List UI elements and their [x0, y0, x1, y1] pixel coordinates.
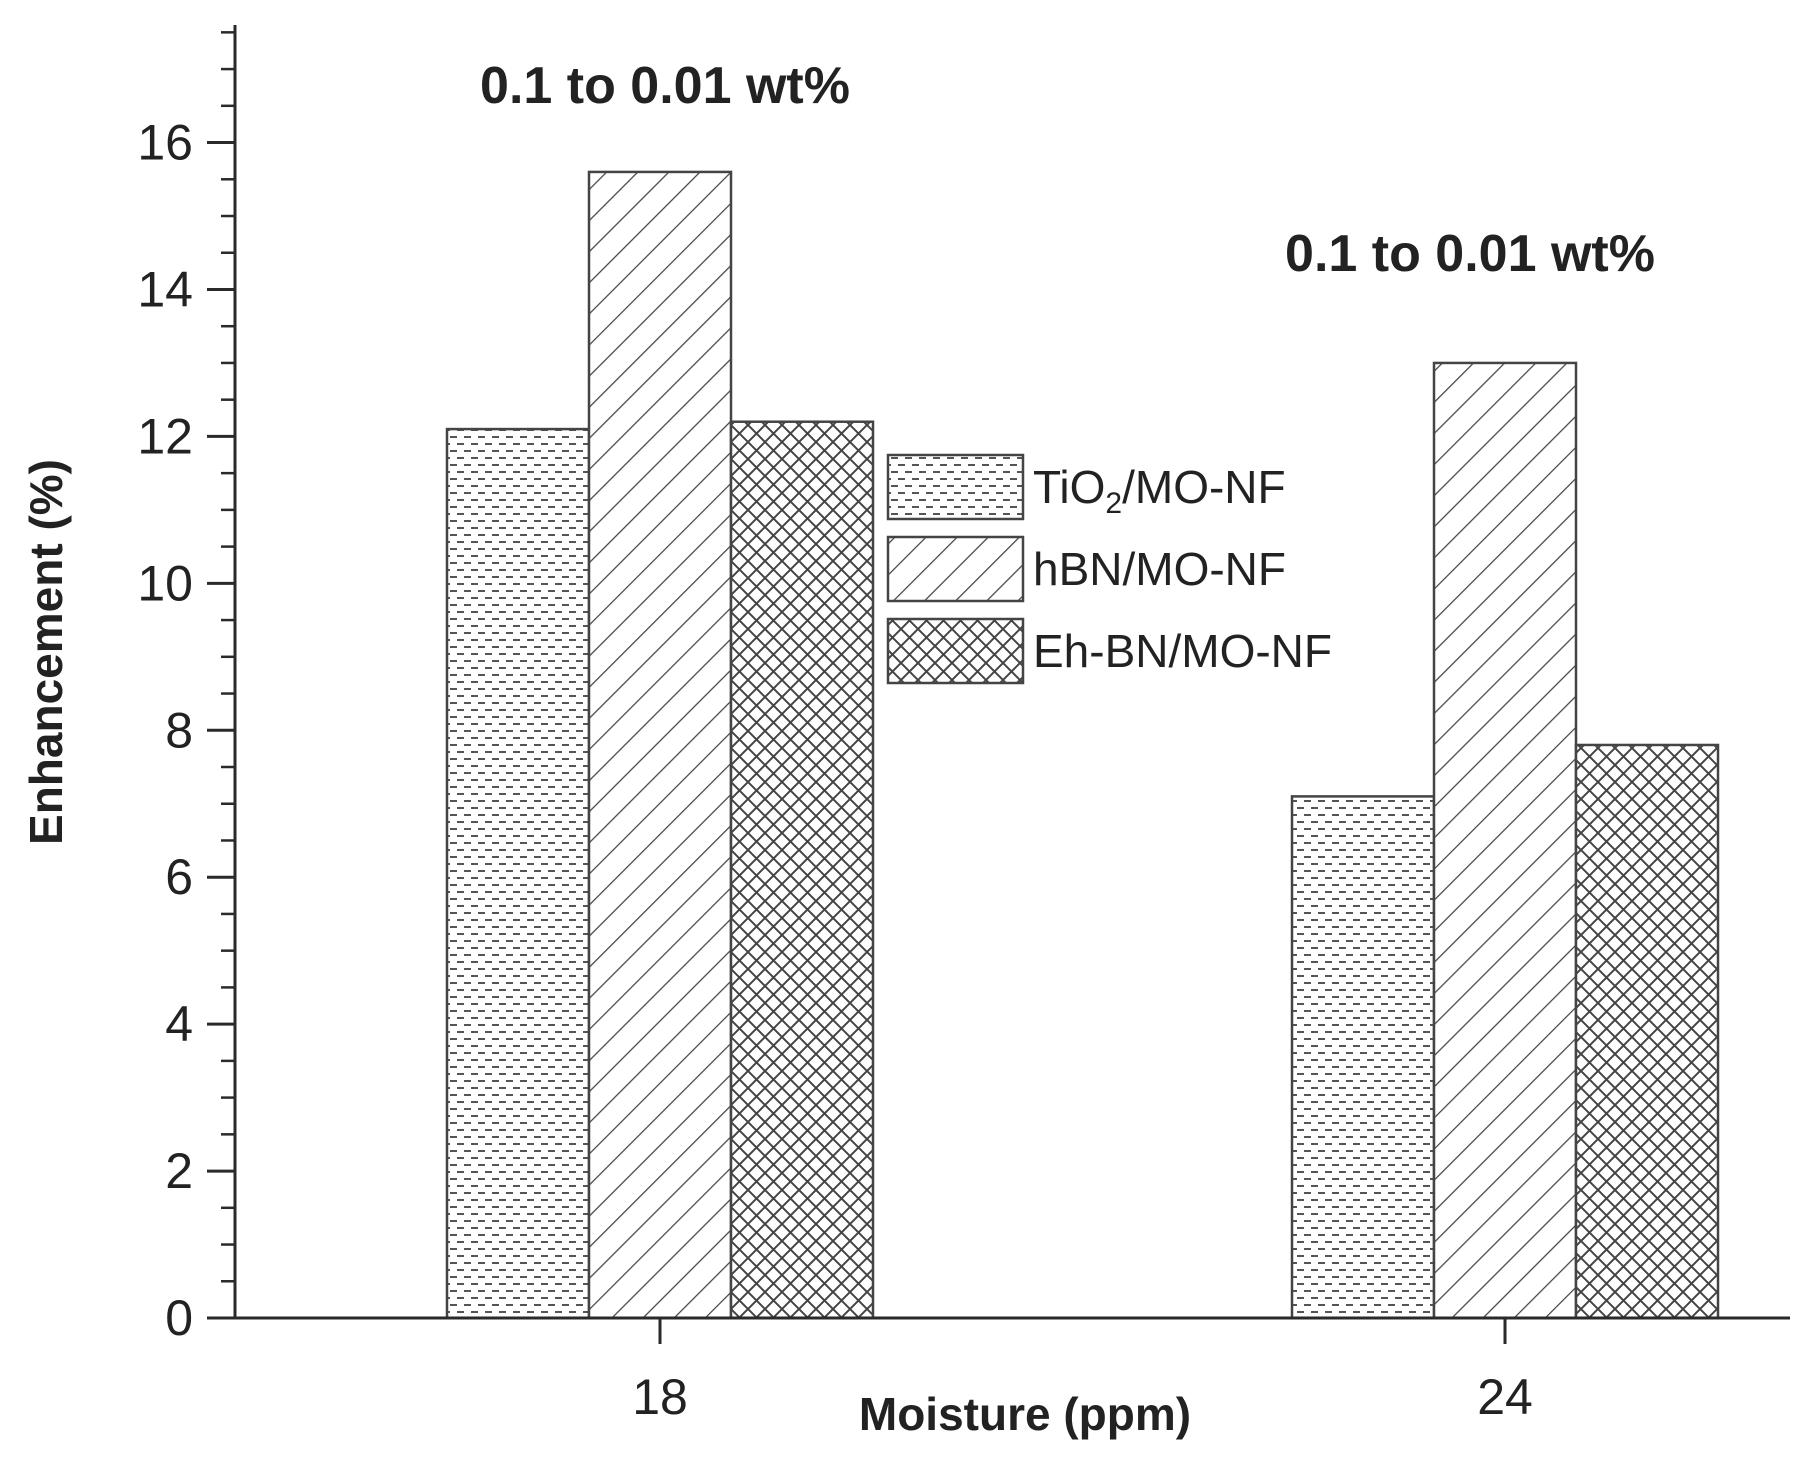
legend-swatch-cross [886, 617, 1025, 685]
bar-dash-18 [445, 427, 591, 1320]
legend-label: Eh-BN/MO-NF [1033, 625, 1332, 677]
legend-label: hBN/MO-NF [1033, 543, 1286, 595]
y-tick-label: 16 [137, 115, 193, 171]
y-tick-label: 12 [137, 408, 193, 464]
y-tick-label: 8 [165, 702, 193, 758]
annotations-group: 0.1 to 0.01 wt% 0.1 to 0.01 wt% [480, 57, 1655, 283]
legend-swatch-dash [886, 453, 1025, 521]
x-tick-label: 24 [1477, 1369, 1533, 1425]
y-tick-label: 6 [165, 849, 193, 905]
bar-hatch-24 [1432, 361, 1578, 1320]
legend-label: TiO2/MO-NF [1033, 461, 1286, 520]
bar-hatch-18 [587, 170, 733, 1320]
y-tick-label: 4 [165, 996, 193, 1052]
bar-dash-24 [1290, 795, 1436, 1320]
x-axis-label: Moisture (ppm) [859, 1388, 1191, 1440]
annotation-label: 0.1 to 0.01 wt% [480, 57, 850, 115]
y-tick-label: 14 [137, 261, 193, 317]
legend: TiO2/MO-NF hBN/MO-NF Eh-BN/MO-NF [886, 453, 1332, 685]
y-tick-label: 0 [165, 1290, 193, 1346]
bar-cross-24 [1574, 743, 1720, 1320]
annotation-label: 0.1 to 0.01 wt% [1285, 225, 1655, 283]
bar-cross-18 [729, 420, 875, 1320]
y-tick-label: 2 [165, 1143, 193, 1199]
y-tick-label: 10 [137, 555, 193, 611]
y-axis-label: Enhancement (%) [20, 459, 72, 845]
legend-swatch-hatch [886, 535, 1025, 603]
x-tick-label: 18 [632, 1369, 688, 1425]
bars-group [445, 170, 1720, 1320]
